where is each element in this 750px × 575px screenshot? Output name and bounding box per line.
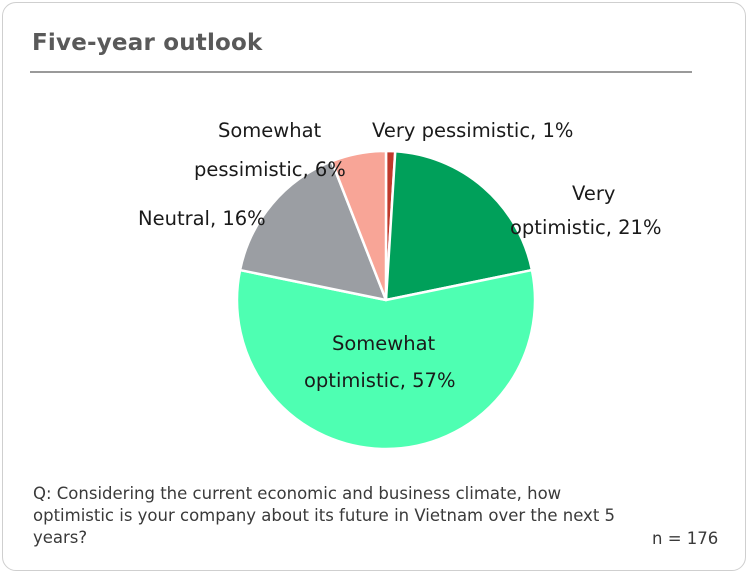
pie-slice-1 — [384, 150, 534, 302]
pie-slice-4 — [330, 149, 388, 302]
label-somewhat-pessimistic-line1: Somewhat — [218, 119, 322, 142]
label-neutral: Neutral, 16% — [138, 207, 266, 230]
chart-title: Five-year outlook — [32, 30, 263, 56]
label-very-pessimistic: Very pessimistic, 1% — [372, 119, 574, 142]
survey-question: Q: Considering the current economic and … — [33, 484, 616, 547]
label-somewhat-optimistic-line2: optimistic, 57% — [304, 369, 456, 392]
label-very-optimistic-line2: optimistic, 21% — [510, 216, 662, 239]
label-somewhat-optimistic-line1: Somewhat — [332, 332, 436, 355]
label-somewhat-pessimistic-line2: pessimistic, 6% — [194, 158, 346, 181]
title-divider — [30, 71, 692, 73]
pie-slice-3 — [238, 160, 388, 302]
label-very-optimistic-line1: Very — [572, 182, 616, 205]
pie-slice-2 — [235, 268, 537, 451]
sample-size: n = 176 — [652, 529, 719, 548]
